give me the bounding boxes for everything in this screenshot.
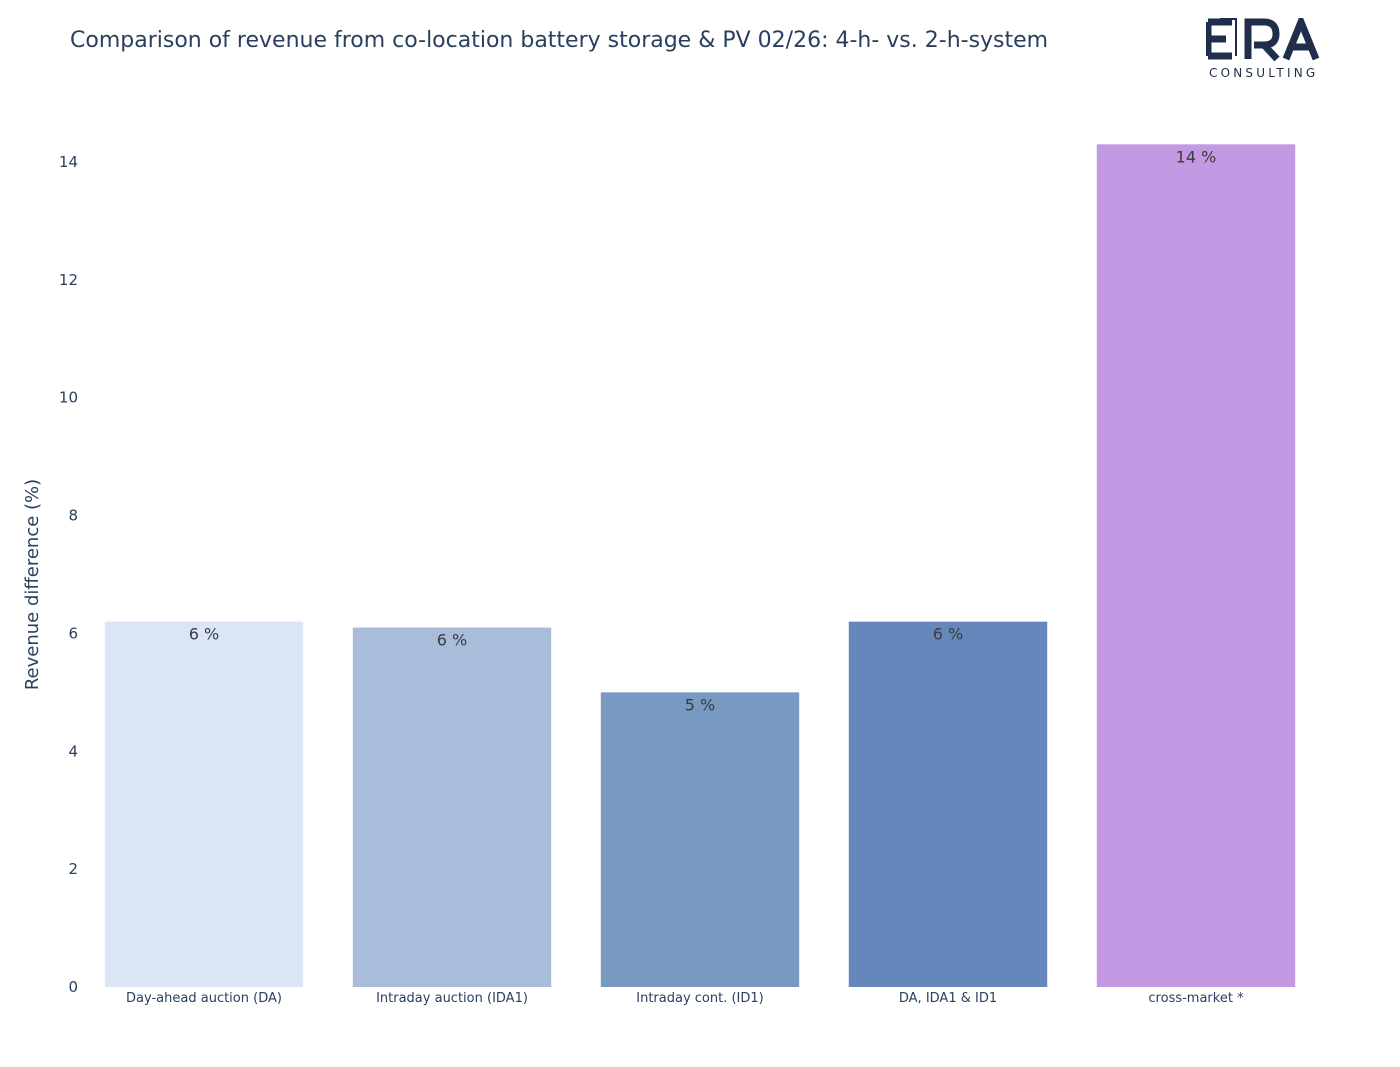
- y-tick-label: 0: [68, 978, 78, 996]
- data-label: 6 %: [189, 625, 219, 644]
- era-logo: [1206, 18, 1320, 62]
- x-tick-label: Day-ahead auction (DA): [126, 991, 282, 1006]
- logo-subtitle: CONSULTING: [1209, 66, 1319, 80]
- bar: [104, 621, 304, 987]
- data-label: 6 %: [933, 625, 963, 644]
- data-label: 14 %: [1176, 147, 1217, 166]
- chart-title: Comparison of revenue from co-location b…: [70, 28, 1049, 53]
- bar: [600, 692, 800, 987]
- y-tick-label: 2: [68, 860, 78, 878]
- x-tick-label: Intraday cont. (ID1): [636, 991, 764, 1006]
- y-axis-label: Revenue difference (%): [22, 479, 43, 690]
- y-tick-label: 10: [59, 389, 78, 407]
- x-tick-label: DA, IDA1 & ID1: [899, 991, 997, 1006]
- data-label: 6 %: [437, 631, 467, 650]
- y-tick-label: 12: [59, 271, 78, 289]
- y-tick-label: 8: [68, 507, 78, 525]
- bar: [848, 621, 1048, 987]
- y-tick-label: 6: [68, 624, 78, 642]
- x-tick-label: cross-market *: [1148, 991, 1244, 1006]
- bar: [1096, 144, 1296, 988]
- x-tick-label: Intraday auction (IDA1): [376, 991, 528, 1006]
- data-label: 5 %: [685, 695, 715, 714]
- y-tick-label: 4: [68, 742, 78, 760]
- bar: [352, 627, 552, 987]
- y-tick-label: 14: [59, 153, 78, 171]
